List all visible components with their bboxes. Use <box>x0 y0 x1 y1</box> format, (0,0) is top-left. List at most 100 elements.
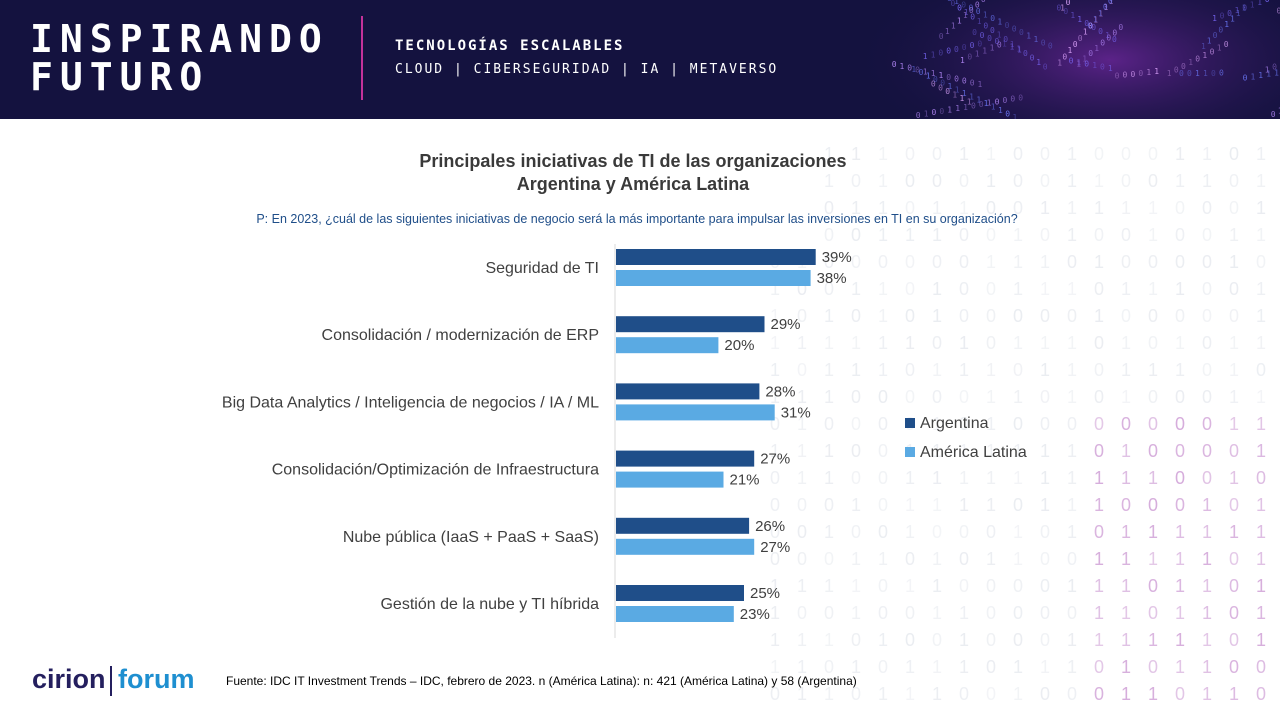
svg-text:1: 1 <box>1094 603 1104 623</box>
svg-text:1: 1 <box>1256 495 1266 515</box>
svg-text:1: 1 <box>1013 252 1023 272</box>
svg-text:0: 0 <box>1148 171 1158 191</box>
svg-text:0: 0 <box>797 495 807 515</box>
svg-text:1: 1 <box>1013 684 1023 704</box>
svg-text:0: 0 <box>1272 63 1277 72</box>
svg-text:0: 0 <box>797 360 807 380</box>
svg-text:1: 1 <box>1175 522 1185 542</box>
svg-text:1: 1 <box>939 71 944 80</box>
svg-text:0: 0 <box>797 279 807 299</box>
svg-text:0: 0 <box>1123 71 1128 80</box>
svg-text:1: 1 <box>947 0 952 2</box>
svg-text:0: 0 <box>959 576 969 596</box>
svg-text:0: 0 <box>940 79 945 88</box>
svg-text:1: 1 <box>1202 630 1212 650</box>
svg-text:1: 1 <box>905 576 915 596</box>
svg-text:1: 1 <box>1202 684 1212 704</box>
svg-text:1: 1 <box>797 630 807 650</box>
svg-text:0: 0 <box>1040 414 1050 434</box>
svg-text:0: 0 <box>1229 306 1239 326</box>
svg-text:0: 0 <box>1256 360 1266 380</box>
svg-text:0: 0 <box>946 47 951 56</box>
svg-text:1: 1 <box>824 630 834 650</box>
data-label: 29% <box>771 316 801 333</box>
svg-text:1: 1 <box>905 495 915 515</box>
svg-text:0: 0 <box>851 468 861 488</box>
svg-text:1: 1 <box>986 252 996 272</box>
svg-text:1: 1 <box>945 27 950 36</box>
svg-text:0: 0 <box>1094 684 1104 704</box>
svg-text:1: 1 <box>770 387 780 407</box>
svg-text:0: 0 <box>1229 549 1239 569</box>
binary-streak: 011110001 <box>939 0 986 41</box>
svg-text:0: 0 <box>1118 23 1123 32</box>
svg-text:1: 1 <box>851 144 861 164</box>
svg-text:0: 0 <box>932 171 942 191</box>
svg-text:0: 0 <box>1103 3 1108 12</box>
svg-text:1: 1 <box>824 522 834 542</box>
svg-text:1: 1 <box>1229 387 1239 407</box>
svg-text:0: 0 <box>1013 414 1023 434</box>
svg-text:1: 1 <box>1256 522 1266 542</box>
svg-text:1: 1 <box>1040 279 1050 299</box>
svg-text:0: 0 <box>770 468 780 488</box>
svg-text:0: 0 <box>1256 252 1266 272</box>
svg-text:0: 0 <box>1013 603 1023 623</box>
svg-text:0: 0 <box>1213 31 1218 40</box>
svg-text:0: 0 <box>919 68 924 77</box>
svg-text:1: 1 <box>997 18 1002 27</box>
svg-text:1: 1 <box>987 99 992 108</box>
svg-text:1: 1 <box>959 603 969 623</box>
svg-text:0: 0 <box>1277 7 1280 16</box>
svg-text:0: 0 <box>824 252 834 272</box>
svg-text:1: 1 <box>1203 69 1208 78</box>
svg-text:0: 0 <box>1069 57 1074 66</box>
svg-text:0: 0 <box>980 31 985 40</box>
binary-streak: 011000100101000 <box>1088 0 1113 30</box>
svg-text:1: 1 <box>1148 198 1158 218</box>
svg-text:1: 1 <box>1256 441 1266 461</box>
bar-argentina <box>616 450 755 467</box>
svg-text:1: 1 <box>851 360 861 380</box>
svg-text:1: 1 <box>1094 576 1104 596</box>
svg-text:0: 0 <box>1084 60 1089 69</box>
svg-text:0: 0 <box>1040 225 1050 245</box>
svg-text:0: 0 <box>824 657 834 677</box>
svg-text:1: 1 <box>878 549 888 569</box>
svg-text:0: 0 <box>905 171 915 191</box>
svg-text:0: 0 <box>986 603 996 623</box>
svg-text:1: 1 <box>986 144 996 164</box>
svg-text:1: 1 <box>824 360 834 380</box>
svg-text:1: 1 <box>963 103 968 112</box>
binary-streak: 0 0 10 1 00 1 01 1 00 1 0 <box>951 0 1048 71</box>
svg-text:0: 0 <box>1040 684 1050 704</box>
svg-text:0: 0 <box>851 252 861 272</box>
svg-text:1: 1 <box>851 603 861 623</box>
svg-text:1: 1 <box>947 106 952 115</box>
svg-text:0: 0 <box>1175 387 1185 407</box>
svg-text:1: 1 <box>1067 441 1077 461</box>
svg-text:1: 1 <box>1121 279 1131 299</box>
svg-text:1: 1 <box>878 306 888 326</box>
svg-text:1: 1 <box>1036 58 1041 67</box>
svg-text:1: 1 <box>1251 72 1256 81</box>
svg-text:1: 1 <box>1121 468 1131 488</box>
svg-text:1: 1 <box>1265 66 1270 75</box>
svg-text:0: 0 <box>1229 441 1239 461</box>
svg-text:0: 0 <box>970 78 975 87</box>
svg-text:0: 0 <box>915 66 920 75</box>
svg-text:1: 1 <box>1067 144 1077 164</box>
svg-text:0: 0 <box>1018 93 1023 102</box>
svg-text:1: 1 <box>1229 360 1239 380</box>
svg-text:0: 0 <box>1013 171 1023 191</box>
svg-text:1: 1 <box>878 333 888 353</box>
svg-text:0: 0 <box>959 549 969 569</box>
svg-text:0: 0 <box>1084 19 1089 28</box>
svg-text:1: 1 <box>1202 549 1212 569</box>
